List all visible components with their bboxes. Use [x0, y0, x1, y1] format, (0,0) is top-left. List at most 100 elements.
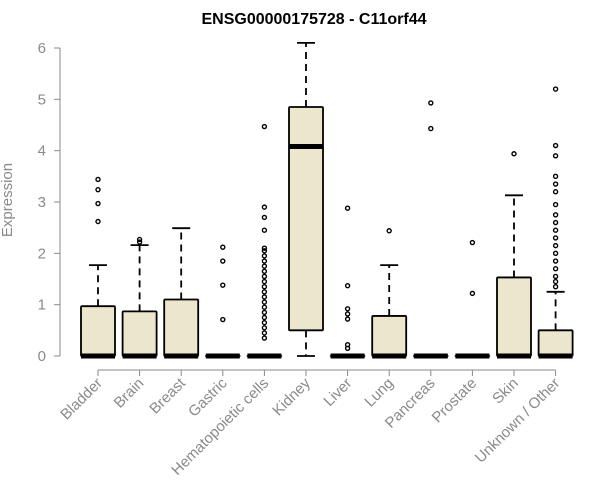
box-group: [204, 244, 241, 359]
outlier-point: [552, 242, 559, 249]
outlier-point: [261, 284, 268, 290]
outlier-point: [552, 181, 559, 187]
outlier-point: [552, 201, 559, 208]
x-tick-label: Breast: [146, 374, 189, 417]
y-tick-label: 3: [38, 194, 46, 211]
boxes-layer: [80, 41, 574, 359]
outlier-point: [261, 314, 268, 321]
x-tick-label: Kidney: [269, 374, 314, 419]
outlier-point: [261, 294, 268, 300]
outlier-point: [552, 258, 559, 264]
x-tick-label: Skin: [489, 375, 522, 408]
outlier-point: [261, 273, 268, 280]
outlier-point: [261, 278, 268, 285]
box-group: [121, 236, 158, 359]
outlier-point: [220, 282, 226, 288]
box-group: [288, 41, 324, 357]
outlier-point: [344, 306, 351, 312]
outlier-point: [261, 253, 268, 259]
y-axis: 0 1 2 3 4 5 6: [38, 40, 61, 365]
outlier-point: [344, 282, 351, 289]
box-group: [412, 100, 449, 359]
outlier-point: [552, 173, 559, 180]
outlier-point: [261, 330, 268, 336]
y-axis-label: Expression: [0, 163, 16, 237]
outlier-point: [552, 235, 559, 241]
outlier-point: [344, 342, 351, 348]
outlier-point: [552, 273, 559, 280]
outlier-point: [95, 186, 101, 193]
outlier-point: [552, 250, 559, 257]
outlier-point: [95, 200, 101, 207]
outlier-point: [344, 311, 351, 317]
outlier-point: [95, 176, 101, 183]
outlier-point: [261, 319, 268, 326]
x-tick-label: Bladder: [57, 375, 106, 424]
outlier-point: [220, 244, 226, 250]
outlier-point: [552, 219, 559, 226]
outlier-point: [136, 239, 143, 245]
box-group: [246, 123, 283, 359]
y-tick-label: 6: [38, 40, 46, 57]
box-group: [537, 86, 574, 359]
box-body: [80, 305, 116, 357]
outlier-point: [469, 239, 476, 246]
outlier-point: [261, 214, 268, 221]
outlier-point: [261, 248, 268, 254]
x-tick-label: Prostate: [429, 375, 481, 427]
box-group: [329, 205, 366, 359]
outlier-point: [552, 278, 559, 285]
outlier-point: [261, 304, 268, 310]
outlier-point: [261, 309, 268, 316]
outlier-point: [261, 227, 268, 233]
outlier-point: [344, 316, 351, 322]
outlier-point: [552, 153, 559, 159]
box-group: [163, 227, 200, 359]
outlier-point: [261, 258, 268, 264]
box-group: [371, 228, 408, 359]
box-group: [80, 176, 116, 359]
box-body: [496, 276, 532, 357]
x-tick-label: Brain: [111, 375, 148, 412]
outlier-point: [552, 266, 559, 272]
outlier-point: [261, 204, 268, 210]
outlier-point: [552, 212, 559, 218]
x-tick-label: Lung: [361, 375, 397, 411]
outlier-point: [344, 205, 351, 211]
box-body: [371, 315, 408, 357]
outlier-point: [261, 245, 268, 251]
box-body: [163, 298, 200, 357]
outlier-point: [220, 316, 226, 323]
outlier-point: [552, 227, 559, 233]
y-tick-label: 4: [38, 143, 46, 160]
box-body: [537, 329, 574, 357]
box-body: [288, 106, 324, 332]
outlier-point: [95, 218, 101, 225]
outlier-point: [428, 125, 434, 132]
outlier-point: [552, 284, 559, 290]
outlier-point: [428, 100, 434, 106]
x-tick-label: Liver: [320, 375, 355, 410]
outlier-point: [261, 289, 268, 295]
outlier-point: [261, 123, 268, 130]
outlier-point: [469, 290, 476, 297]
y-tick-label: 0: [38, 348, 46, 365]
outlier-point: [136, 236, 143, 243]
box-group: [454, 239, 491, 359]
outlier-point: [261, 268, 268, 274]
outlier-point: [261, 299, 268, 305]
outlier-point: [261, 263, 268, 269]
outlier-point: [552, 142, 559, 149]
box-group: [496, 151, 532, 359]
outlier-point: [261, 335, 268, 341]
chart-title: ENSG00000175728 - C11orf44: [201, 11, 426, 28]
outlier-point: [552, 189, 559, 195]
outlier-point: [220, 258, 226, 264]
outlier-point: [386, 228, 392, 234]
outlier-point: [511, 151, 517, 157]
box-body: [121, 310, 158, 357]
y-tick-label: 5: [38, 91, 46, 108]
